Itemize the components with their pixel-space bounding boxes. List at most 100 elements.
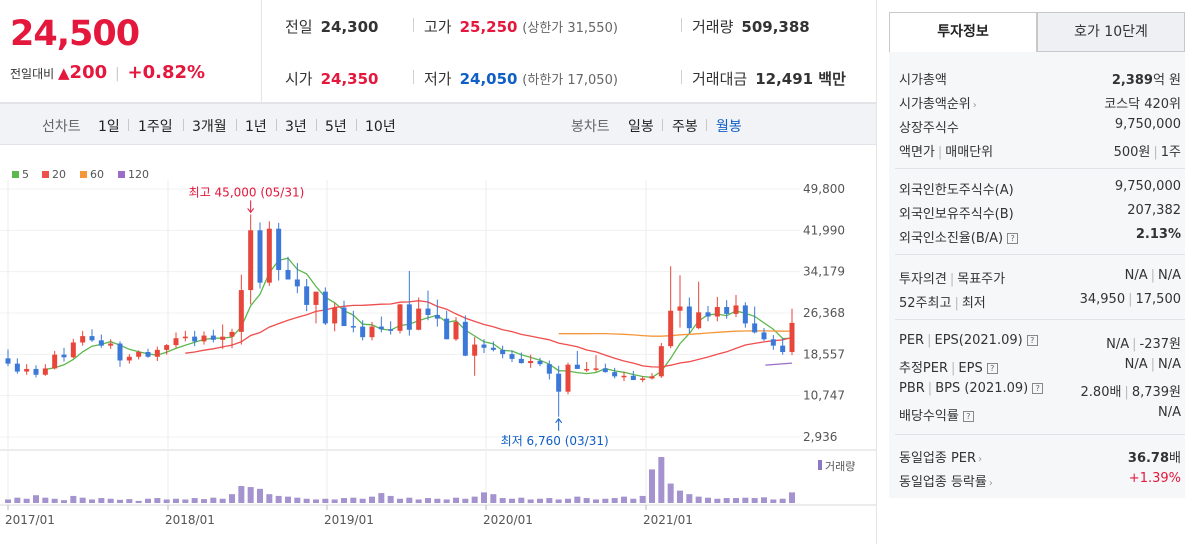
pbr-bps-row: PBR | BPS (2021.09)? 2.80배 | 8,739원 xyxy=(899,378,1181,400)
high-value: 25,250 xyxy=(459,18,518,36)
volume-bar xyxy=(359,498,366,503)
help-icon[interactable]: ? xyxy=(1007,233,1019,244)
volume-bar xyxy=(546,498,553,503)
eps-value: -237원 xyxy=(1139,337,1181,352)
high-label: 고가 xyxy=(424,18,452,36)
candle-down xyxy=(117,343,123,361)
foreign-limit-label: 외국인한도주식수(A) xyxy=(899,183,1014,198)
volume-bar xyxy=(5,499,11,503)
period-1d[interactable]: 1일 xyxy=(98,119,120,135)
change-label: 전일대비 xyxy=(10,67,55,81)
eps-label: EPS(2021.09) xyxy=(934,333,1023,348)
volume-bar xyxy=(42,497,49,503)
volume-bar xyxy=(145,498,151,503)
candle-down xyxy=(304,286,310,305)
listed-shares-value: 9,750,000 xyxy=(1114,117,1181,132)
candle-down xyxy=(705,312,711,317)
volume-bar xyxy=(499,498,506,503)
help-icon[interactable]: ? xyxy=(1026,335,1038,346)
volume-bar xyxy=(257,488,263,503)
per-value: N/A xyxy=(1106,337,1130,352)
volume-bar xyxy=(425,498,431,503)
dividend-value: N/A xyxy=(1158,405,1181,420)
volume-bar xyxy=(51,498,58,503)
divider xyxy=(236,119,237,131)
period-1y[interactable]: 1년 xyxy=(245,119,267,135)
industry-change-label: 동일업종 등락률 xyxy=(899,475,987,490)
candle-up xyxy=(584,368,590,371)
candle-up xyxy=(80,336,86,343)
volume-bar xyxy=(61,500,67,503)
candle-up xyxy=(649,376,655,379)
period-3y[interactable]: 3년 xyxy=(285,119,307,135)
bps-label: BPS (2021.09) xyxy=(935,381,1029,396)
industry-per-row[interactable]: 동일업종 PER › 36.78배 xyxy=(899,444,1181,466)
volume-bar xyxy=(79,497,86,503)
candle-down xyxy=(574,364,580,369)
divider: | xyxy=(1124,385,1129,400)
target-price-label: 목표주가 xyxy=(957,272,1006,287)
volume-bar xyxy=(350,497,357,503)
divider: | xyxy=(927,333,932,348)
candle-up xyxy=(24,368,30,372)
52w-high-label: 52주최고 xyxy=(899,296,952,311)
per-eps-label-wrap: PER | EPS(2021.09)? xyxy=(899,333,1038,348)
prev-close: 전일 24,300 xyxy=(285,16,379,37)
candle-up xyxy=(164,345,170,350)
industry-change-row[interactable]: 동일업종 등락률 › +1.39% xyxy=(899,468,1181,490)
tab-investment-info[interactable]: 투자정보 xyxy=(889,12,1037,52)
divider: | xyxy=(954,296,959,311)
period-1w[interactable]: 1주일 xyxy=(138,119,173,135)
candle-weekly[interactable]: 주봉 xyxy=(672,119,698,135)
volume-bar xyxy=(751,498,758,503)
divider xyxy=(276,119,277,131)
stock-chart-svg: 49,800 41,990 34,179 26,368 18,557 10,747 2,93… xyxy=(0,168,876,527)
par-value-value-wrap: 500원 | 1주 xyxy=(1114,141,1181,160)
investment-info-panel: 투자정보 호가 10단계 시가총액 2,389억 원 시가총액순위 › 코스닥 4… xyxy=(889,12,1185,498)
tab-orderbook[interactable]: 호가 10단계 xyxy=(1037,12,1185,52)
52w-low-label: 최저 xyxy=(961,296,986,311)
help-icon[interactable]: ? xyxy=(962,411,974,422)
candle-down xyxy=(761,332,767,340)
change-line: 전일대비 ▲200 | +0.82% xyxy=(10,62,205,83)
candle-daily[interactable]: 일봉 xyxy=(628,119,654,135)
volume-bar xyxy=(98,498,105,503)
help-icon[interactable]: ? xyxy=(986,363,998,374)
candle-up xyxy=(369,326,375,338)
candle-up xyxy=(313,291,319,305)
chevron-right-icon: › xyxy=(988,478,993,489)
divider: | xyxy=(949,272,955,287)
per-eps-row: PER | EPS(2021.09)? N/A | -237원 xyxy=(899,330,1181,352)
candle-up xyxy=(472,344,478,356)
trade-value-label: 거래대금 xyxy=(692,70,748,88)
period-10y[interactable]: 10년 xyxy=(365,119,396,135)
volume-bar xyxy=(14,497,21,503)
candle-down xyxy=(98,340,104,346)
legend-label: 20 xyxy=(52,168,66,181)
period-5y[interactable]: 5년 xyxy=(325,119,347,135)
volume-bar xyxy=(135,500,142,503)
line-chart-label: 선차트 xyxy=(42,119,81,135)
candle-up xyxy=(733,305,739,314)
candle-down xyxy=(89,336,95,341)
volume-bar xyxy=(229,494,235,503)
industry-change-value: +1.39% xyxy=(1128,471,1181,486)
help-icon[interactable]: ? xyxy=(1032,383,1044,394)
volume-bar xyxy=(126,499,133,503)
bps-value: 8,739원 xyxy=(1131,385,1181,400)
volume-bar xyxy=(23,498,30,503)
trade-value: 거래대금 12,491 백만 xyxy=(692,68,846,89)
candle-monthly[interactable]: 월봉 xyxy=(716,119,742,135)
volume-bar xyxy=(182,499,189,503)
est-eps-value: N/A xyxy=(1158,357,1181,372)
market-cap-rank-row[interactable]: 시가총액순위 › 코스닥 420위 xyxy=(899,90,1181,112)
period-3m[interactable]: 3개월 xyxy=(192,119,227,135)
industry-per-unit: 배 xyxy=(1169,451,1181,466)
pbr-bps-value-wrap: 2.80배 | 8,739원 xyxy=(1081,381,1181,400)
candle-down xyxy=(294,279,300,287)
market-cap-rank-value: 코스닥 420위 xyxy=(1104,97,1181,112)
candle-up xyxy=(453,321,459,340)
volume-bar xyxy=(565,498,571,503)
lower-limit: (하한가 17,050) xyxy=(522,73,618,88)
candle-up xyxy=(528,360,534,364)
